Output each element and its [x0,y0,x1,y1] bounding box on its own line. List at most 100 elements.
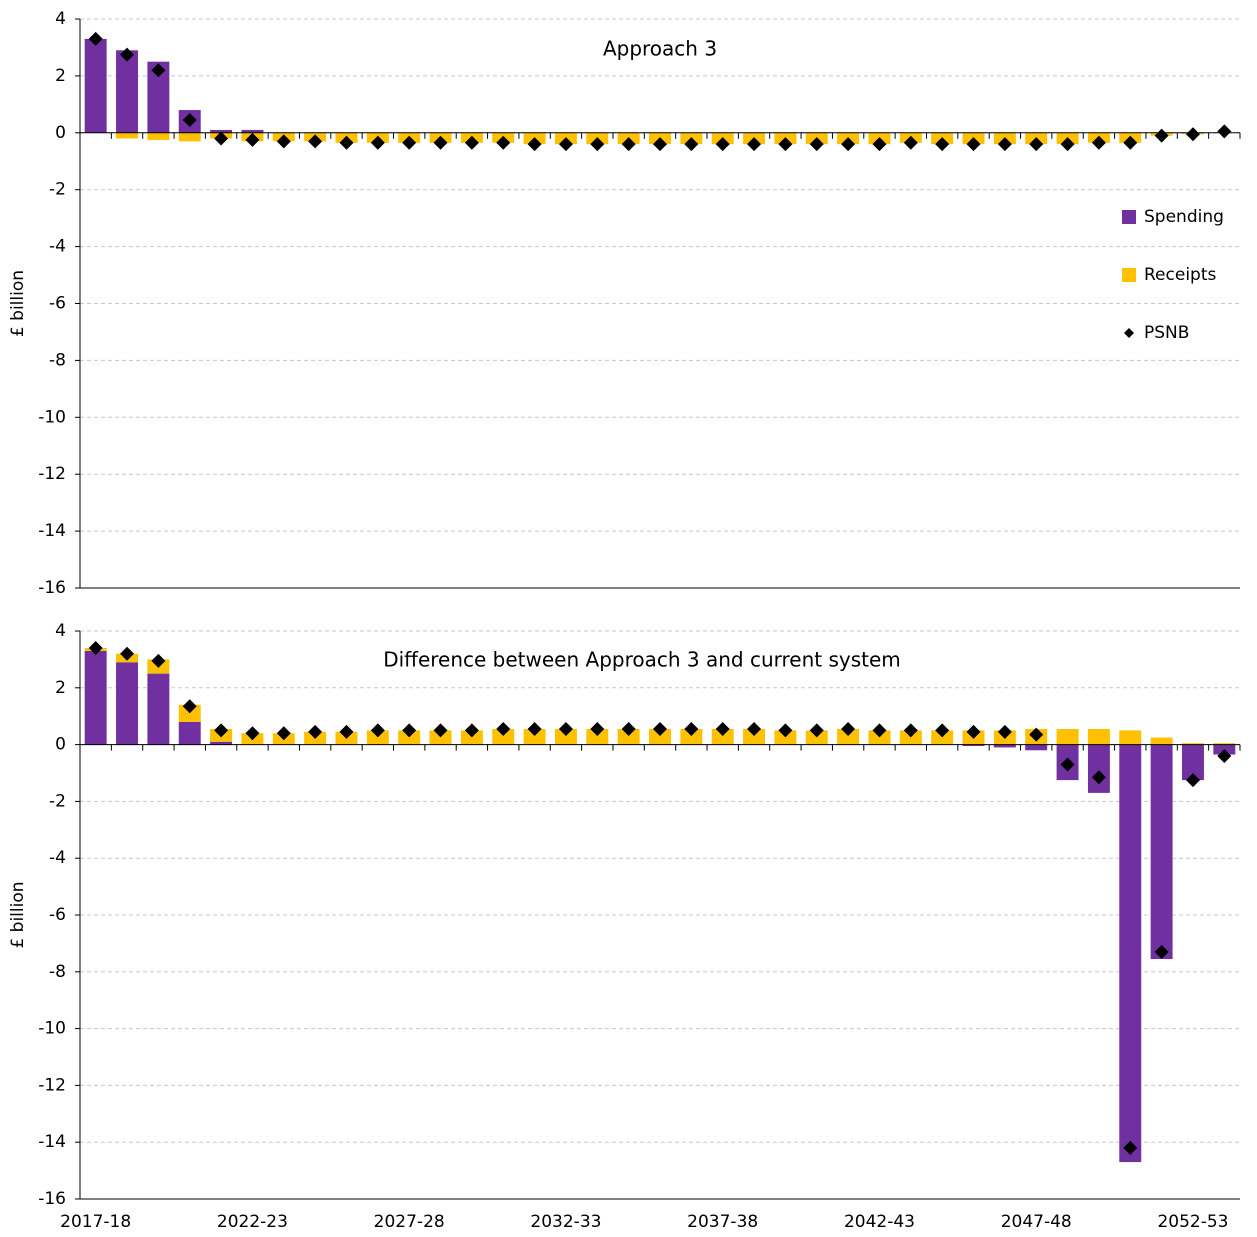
chart-title: Difference between Approach 3 and curren… [383,648,901,672]
marker [1185,773,1200,788]
bar [116,662,138,745]
marker [809,137,824,152]
y-tick-label: -8 [49,350,66,370]
marker [370,135,385,150]
marker [684,721,699,736]
y-tick-label: -10 [38,1019,66,1039]
marker [747,721,762,736]
marker [1029,727,1044,742]
bar [147,61,170,133]
x-tick-label: 2032-33 [530,1212,601,1232]
marker [464,723,479,738]
marker [590,137,605,152]
bar [1119,730,1142,745]
bar [178,132,201,142]
marker [1060,757,1075,772]
bar [680,728,703,745]
marker [966,137,981,152]
marker [308,724,323,739]
marker [88,641,103,656]
marker [778,137,793,152]
bar [711,728,734,745]
x-tick-label: 2042-43 [844,1212,915,1232]
marker [809,723,824,738]
marker [214,723,229,738]
marker [1091,135,1106,150]
marker [1217,748,1232,763]
bar [1182,743,1204,745]
bar [1025,744,1048,751]
bar [84,38,107,133]
bar [210,741,233,745]
marker [1185,127,1200,142]
marker [872,137,887,152]
x-tick-label: 2017-18 [60,1212,131,1232]
marker [997,137,1012,152]
marker [88,31,103,46]
bar [460,730,483,745]
marker [276,134,291,149]
marker [841,137,856,152]
bar [805,730,828,745]
marker [402,723,417,738]
marker [841,721,856,736]
chart-title: Approach 3 [603,37,717,61]
bar [366,730,389,745]
marker [151,63,166,78]
marker [653,137,667,152]
bar [492,728,515,745]
bar [554,728,577,745]
y-tick-label: -2 [49,791,66,811]
marker [527,137,542,152]
bar [1150,744,1173,960]
y-tick-label: -16 [38,1189,66,1209]
marker [1123,135,1138,150]
marker [370,723,385,738]
legend-swatch [1122,210,1136,224]
marker [339,135,354,150]
y-tick-label: 0 [55,735,66,755]
marker [527,721,542,736]
legend-label: PSNB [1144,323,1189,343]
bar [931,730,954,745]
y-tick-label: -12 [38,464,66,484]
marker [151,653,166,668]
bar [837,728,860,745]
x-tick-label: 2027-28 [374,1212,445,1232]
marker [120,646,135,661]
bar [649,728,671,745]
x-tick-label: 2022-23 [217,1212,288,1232]
y-tick-label: -2 [49,180,66,200]
bar [774,730,797,745]
y-tick-label: 4 [55,621,66,641]
y-tick-label: -6 [49,294,66,314]
x-tick-label: 2052-53 [1157,1212,1228,1232]
marker [1217,124,1232,139]
bar [1213,743,1236,745]
legend-swatch [1124,328,1134,338]
marker [276,726,291,741]
y-tick-label: -16 [38,578,66,598]
bar [116,132,138,139]
bar [116,50,138,133]
marker [120,47,135,62]
marker [621,721,636,736]
y-tick-label: -14 [38,1132,66,1152]
marker [433,723,448,738]
marker [245,132,260,147]
marker [433,135,448,150]
bar [1056,728,1079,745]
y-tick-label: -8 [49,962,66,982]
y-tick-label: -14 [38,521,66,541]
marker [1060,137,1075,152]
marker [339,724,354,739]
bar [84,650,107,745]
x-tick-label: 2047-48 [1001,1212,1072,1232]
marker [245,726,260,741]
y-tick-label: -4 [49,848,66,868]
marker [464,135,479,150]
marker [496,135,511,150]
legend-swatch [1122,268,1136,282]
bar [617,728,640,745]
